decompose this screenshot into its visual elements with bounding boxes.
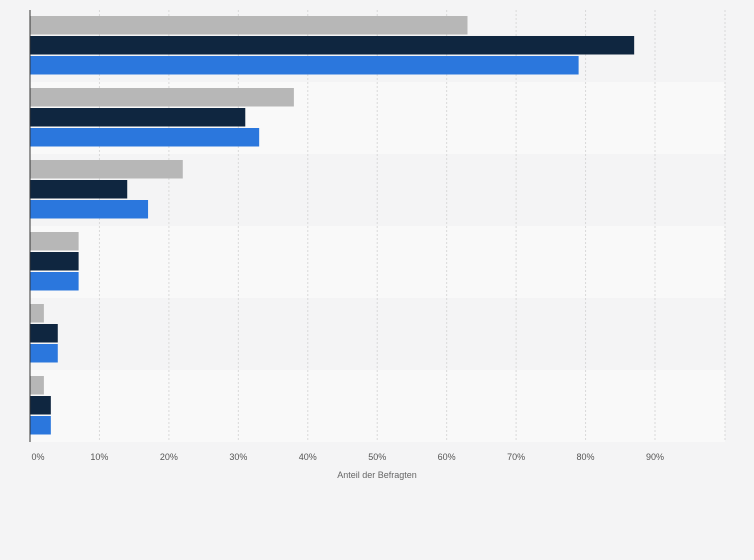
bar-cat2-series2 (30, 108, 246, 127)
bar-cat4-series1 (30, 232, 79, 251)
bar-cat4-series2 (30, 252, 79, 271)
bar-cat3-series2 (30, 180, 128, 199)
bar-cat5-series1 (30, 304, 44, 323)
x-tick-label-40: 40% (299, 452, 317, 462)
x-tick-label-80: 80% (577, 452, 595, 462)
bars (30, 16, 635, 435)
x-tick-label-10: 10% (90, 452, 108, 462)
x-tick-label-50: 50% (368, 452, 386, 462)
x-axis-title: Anteil der Befragten (337, 470, 417, 480)
bar-cat6-series1 (30, 376, 44, 395)
bar-cat3-series3 (30, 200, 149, 219)
bar-cat5-series3 (30, 344, 58, 363)
x-tick-label-60: 60% (438, 452, 456, 462)
gridlines (98, 10, 726, 442)
x-tick-label-30: 30% (229, 452, 247, 462)
bar-cat2-series1 (30, 88, 294, 107)
x-tick-label-20: 20% (160, 452, 178, 462)
bar-cat1-series1 (30, 16, 468, 35)
bar-cat3-series1 (30, 160, 183, 179)
bar-cat2-series3 (30, 128, 260, 147)
bar-cat5-series2 (30, 324, 58, 343)
x-tick-labels: 0% 10% 20% 30% 40% 50% 60% 70% 80% 90% (31, 452, 664, 462)
bar-cat1-series2 (30, 36, 635, 55)
bar-cat4-series3 (30, 272, 79, 291)
x-tick-label-70: 70% (507, 452, 525, 462)
x-tick-label-90: 90% (646, 452, 664, 462)
bar-cat6-series3 (30, 416, 51, 435)
x-tick-label-0: 0% (31, 452, 44, 462)
bar-cat1-series3 (30, 56, 579, 75)
bar-cat6-series2 (30, 396, 51, 415)
